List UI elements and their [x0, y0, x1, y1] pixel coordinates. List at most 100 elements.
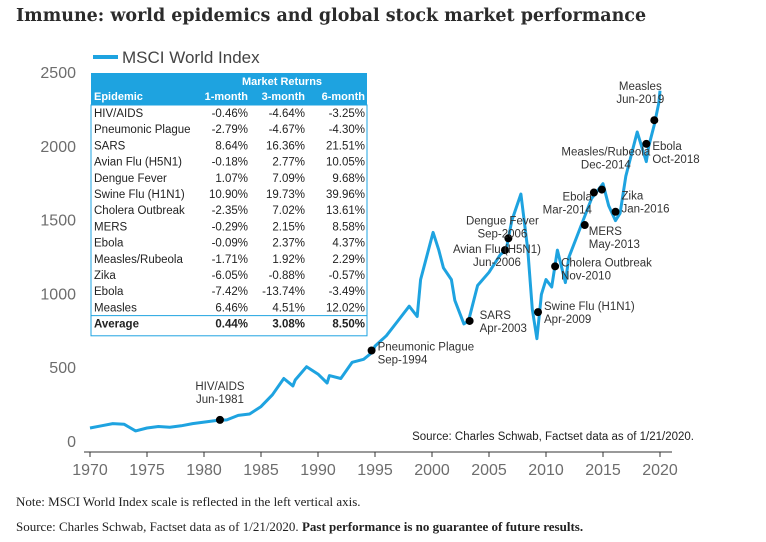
table-cell: -7.42%	[212, 286, 248, 298]
x-tick-label: 2010	[528, 462, 564, 479]
x-tick-label: 1995	[357, 462, 393, 479]
event-date: Dec-2014	[581, 160, 631, 172]
table-cell: -0.29%	[212, 221, 248, 233]
table-cell: SARS	[94, 140, 126, 152]
table-cell: 2.29%	[332, 254, 365, 266]
y-tick-label: 1000	[40, 286, 76, 303]
table-cell: 2.77%	[272, 157, 305, 169]
x-tick-label: 1980	[186, 462, 222, 479]
y-tick-label: 500	[49, 360, 76, 377]
table-cell: Ebola	[94, 238, 124, 250]
table-cell: -6.05%	[212, 270, 248, 282]
table-cell: Dengue Fever	[94, 173, 167, 185]
x-tick-label: 1970	[72, 462, 108, 479]
event-label: Measles	[619, 81, 662, 93]
event-marker	[215, 415, 224, 424]
event-label: Zika	[622, 191, 644, 203]
chart-axes: 1970 1975 1980 1985 1990 1995 2000 2005 2010 2015…	[40, 65, 677, 479]
table-cell: 39.96%	[326, 189, 365, 201]
table-cell: 1.92%	[272, 254, 305, 266]
table-cell: 7.02%	[272, 205, 305, 217]
table-cell: -4.67%	[269, 124, 305, 136]
event-marker	[534, 308, 543, 317]
msci-world-chart: 1970 1975 1980 1985 1990 1995 2000 2005 2010 2015…	[40, 48, 699, 479]
event-date: May-2013	[589, 239, 640, 251]
event-marker	[642, 139, 651, 148]
event-marker	[500, 246, 509, 255]
event-date: Nov-2010	[561, 270, 611, 282]
table-cell: -3.49%	[329, 286, 365, 298]
table-cell: -0.09%	[212, 238, 248, 250]
table-column-header: 1-month	[205, 91, 249, 103]
table-cell: -1.71%	[212, 254, 248, 266]
table-column-header: 3-month	[262, 91, 306, 103]
table-cell: -0.57%	[329, 270, 365, 282]
x-tick-label: 2015	[585, 462, 621, 479]
event-date: Sep-1994	[378, 354, 428, 366]
legend-label: MSCI World Index	[122, 48, 260, 67]
y-tick-label: 1500	[40, 213, 76, 230]
event-label: Measles/Rubeola	[561, 147, 650, 159]
table-cell: 1.07%	[215, 173, 248, 185]
table-cell: 4.37%	[332, 238, 365, 250]
table-cell: Ebola	[94, 286, 124, 298]
table-cell: 16.36%	[266, 140, 305, 152]
table-cell: 4.51%	[272, 302, 305, 314]
table-cell: -13.74%	[262, 286, 305, 298]
table-cell: Swine Flu (H1N1)	[94, 189, 185, 201]
event-label: SARS	[480, 310, 512, 322]
event-label: Cholera Outbreak	[561, 257, 652, 269]
x-tick-label: 1975	[129, 462, 165, 479]
event-marker	[589, 188, 598, 197]
event-marker	[367, 346, 376, 355]
event-marker	[611, 207, 620, 216]
source-text: Source: Charles Schwab, Factset data as …	[16, 519, 302, 534]
x-tick-label: 2005	[471, 462, 507, 479]
event-label: HIV/AIDS	[195, 381, 245, 393]
table-cell: HIV/AIDS	[94, 108, 144, 120]
table-cell: 8.58%	[332, 221, 365, 233]
legend: MSCI World Index	[93, 48, 260, 67]
table-cell: Cholera Outbreak	[94, 205, 185, 217]
chart-heading: Immune: world epidemics and global stock…	[16, 6, 647, 26]
returns-table: Market Returns Epidemic 1-month 3-month 6-mo…	[90, 73, 368, 337]
table-cell: -3.25%	[329, 108, 365, 120]
x-tick-label: 2000	[414, 462, 450, 479]
table-cell: -0.18%	[212, 157, 248, 169]
event-date: Apr-2003	[480, 323, 527, 335]
event-label: MERS	[589, 226, 623, 238]
event-label: Ebola	[562, 192, 592, 204]
table-cell: 7.09%	[272, 173, 305, 185]
event-date: Jun-2006	[473, 257, 521, 269]
table-cell: -0.46%	[212, 108, 248, 120]
table-cell: -2.35%	[212, 205, 248, 217]
table-cell: Avian Flu (H5N1)	[94, 157, 182, 169]
event-date: Jan-2016	[622, 204, 670, 216]
table-average-cell: 3.08%	[272, 319, 305, 331]
event-marker	[580, 221, 589, 230]
event-label: Pneumonic Plague	[378, 341, 475, 353]
table-cell: -4.30%	[329, 124, 365, 136]
table-cell: Pneumonic Plague	[94, 124, 191, 136]
event-date: Apr-2009	[544, 314, 591, 326]
source-disclaimer: Source: Charles Schwab, Factset data as …	[16, 519, 583, 535]
table-average-cell: 0.44%	[215, 319, 248, 331]
x-tick-label: 1990	[300, 462, 336, 479]
table-cell: 19.73%	[266, 189, 305, 201]
table-average-cell: 8.50%	[332, 319, 365, 331]
table-cell: -0.88%	[269, 270, 305, 282]
scale-note: Note: MSCI World Index scale is reflecte…	[16, 494, 361, 509]
x-tick-label: 2020	[642, 462, 678, 479]
y-tick-label: 0	[67, 434, 76, 451]
event-marker	[650, 116, 659, 125]
event-marker	[465, 316, 474, 325]
table-title: Market Returns	[242, 76, 322, 88]
x-tick-label: 1985	[243, 462, 279, 479]
table-cell: 10.05%	[326, 157, 365, 169]
event-date: Sep-2006	[477, 228, 527, 240]
table-column-header: Epidemic	[94, 91, 143, 103]
table-column-header: 6-month	[322, 91, 366, 103]
table-body-bg	[90, 104, 368, 337]
table-cell: 12.02%	[326, 302, 365, 314]
event-label: Ebola	[652, 141, 682, 153]
